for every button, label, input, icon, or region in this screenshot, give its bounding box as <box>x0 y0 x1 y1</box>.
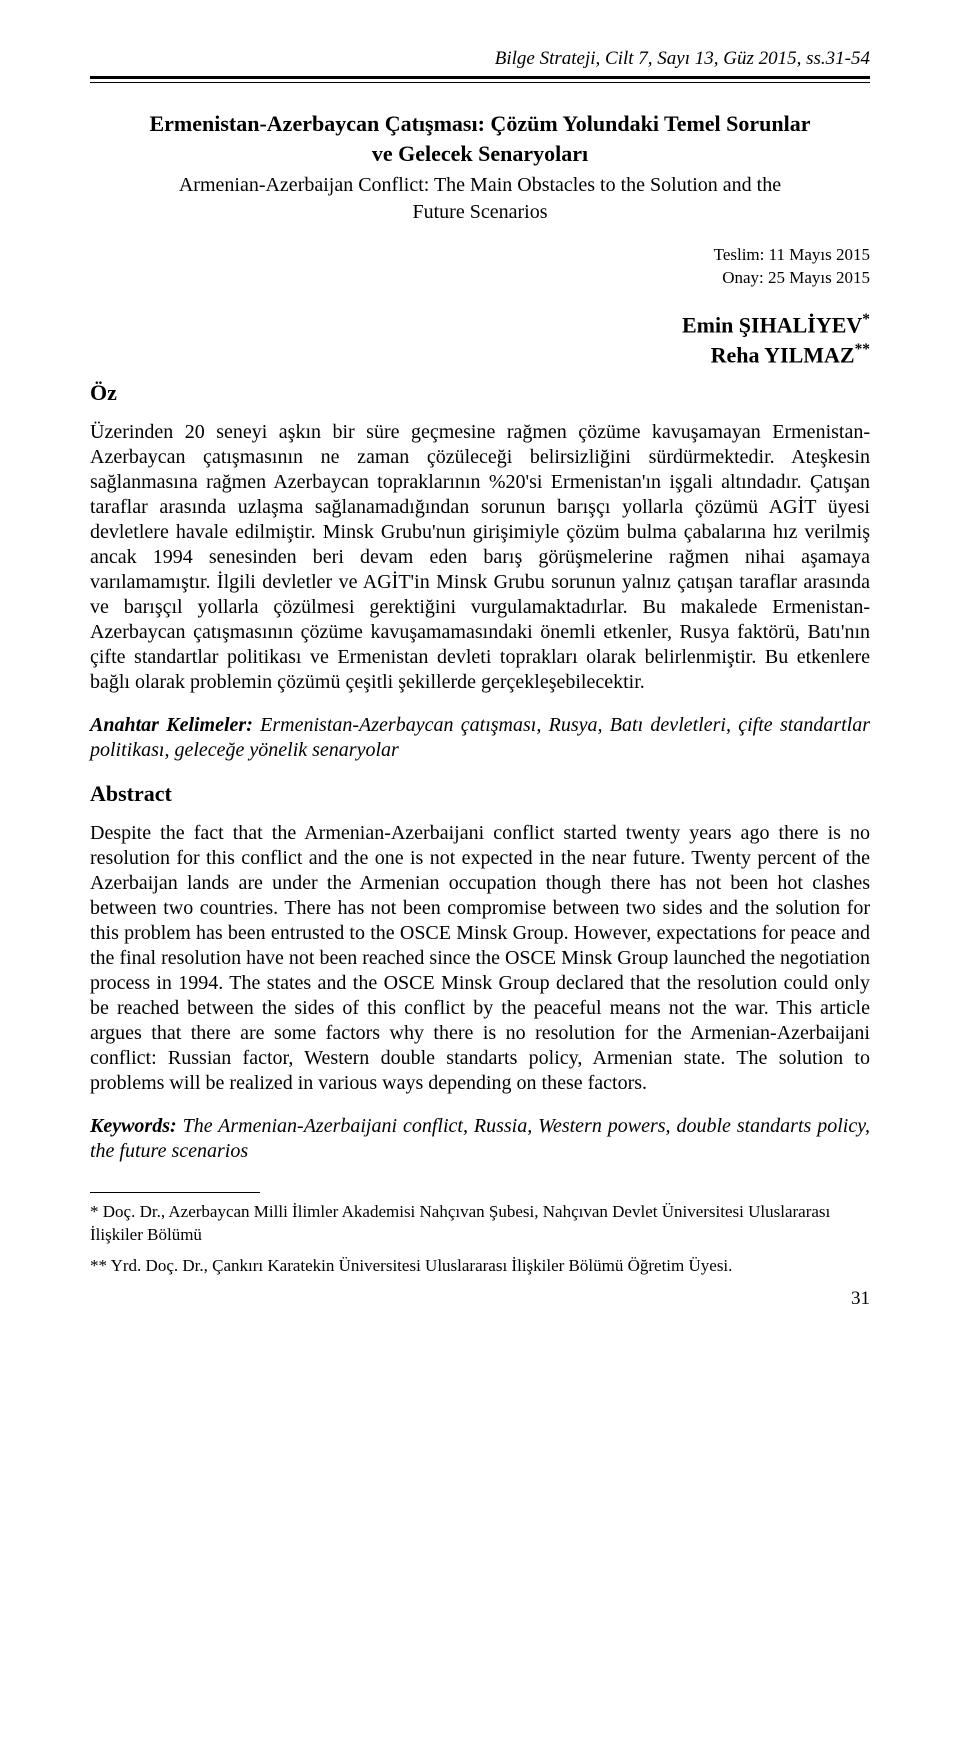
anahtar-kelimeler: Anahtar Kelimeler: Ermenistan-Azerbaycan… <box>90 713 870 763</box>
footnote-1: * Doç. Dr., Azerbaycan Milli İlimler Aka… <box>90 1201 870 1247</box>
date-teslim: Teslim: 11 Mayıs 2015 <box>714 245 870 264</box>
abstract-text: Despite the fact that the Armenian-Azerb… <box>90 821 870 1096</box>
header-rule-thin <box>90 82 870 83</box>
title-tr-line2: ve Gelecek Senaryoları <box>372 141 588 166</box>
author-1-mark: * <box>862 311 870 328</box>
running-head: Bilge Strateji, Cilt 7, Sayı 13, Güz 201… <box>90 48 870 70</box>
oz-text: Üzerinden 20 seneyi aşkın bir süre geçme… <box>90 420 870 695</box>
submission-dates: Teslim: 11 Mayıs 2015 Onay: 25 Mayıs 201… <box>90 244 870 290</box>
footnote-2: ** Yrd. Doç. Dr., Çankırı Karatekin Üniv… <box>90 1255 870 1278</box>
anahtar-label: Anahtar Kelimeler: <box>90 714 253 736</box>
keywords-label: Keywords: <box>90 1115 177 1137</box>
title-en-line2: Future Scenarios <box>413 201 548 223</box>
abstract-heading: Abstract <box>90 781 870 807</box>
title-english: Armenian-Azerbaijan Conflict: The Main O… <box>130 172 830 226</box>
oz-heading: Öz <box>90 380 870 406</box>
title-tr-line1: Ermenistan-Azerbaycan Çatışması: Çözüm Y… <box>149 111 810 136</box>
author-1: Emin ŞIHALİYEV <box>682 313 862 338</box>
footnote-rule <box>90 1192 260 1193</box>
authors-block: Emin ŞIHALİYEV* Reha YILMAZ** <box>90 310 870 370</box>
date-onay: Onay: 25 Mayıs 2015 <box>722 268 870 287</box>
page: Bilge Strateji, Cilt 7, Sayı 13, Güz 201… <box>0 0 960 1751</box>
keywords-text: The Armenian-Azerbaijani conflict, Russi… <box>90 1115 870 1162</box>
title-turkish: Ermenistan-Azerbaycan Çatışması: Çözüm Y… <box>130 109 830 168</box>
author-2: Reha YILMAZ <box>711 343 855 368</box>
page-number: 31 <box>90 1288 870 1310</box>
author-2-mark: ** <box>855 341 870 358</box>
header-rule-thick <box>90 76 870 79</box>
keywords-block: Keywords: The Armenian-Azerbaijani confl… <box>90 1114 870 1164</box>
title-en-line1: Armenian-Azerbaijan Conflict: The Main O… <box>179 174 781 196</box>
